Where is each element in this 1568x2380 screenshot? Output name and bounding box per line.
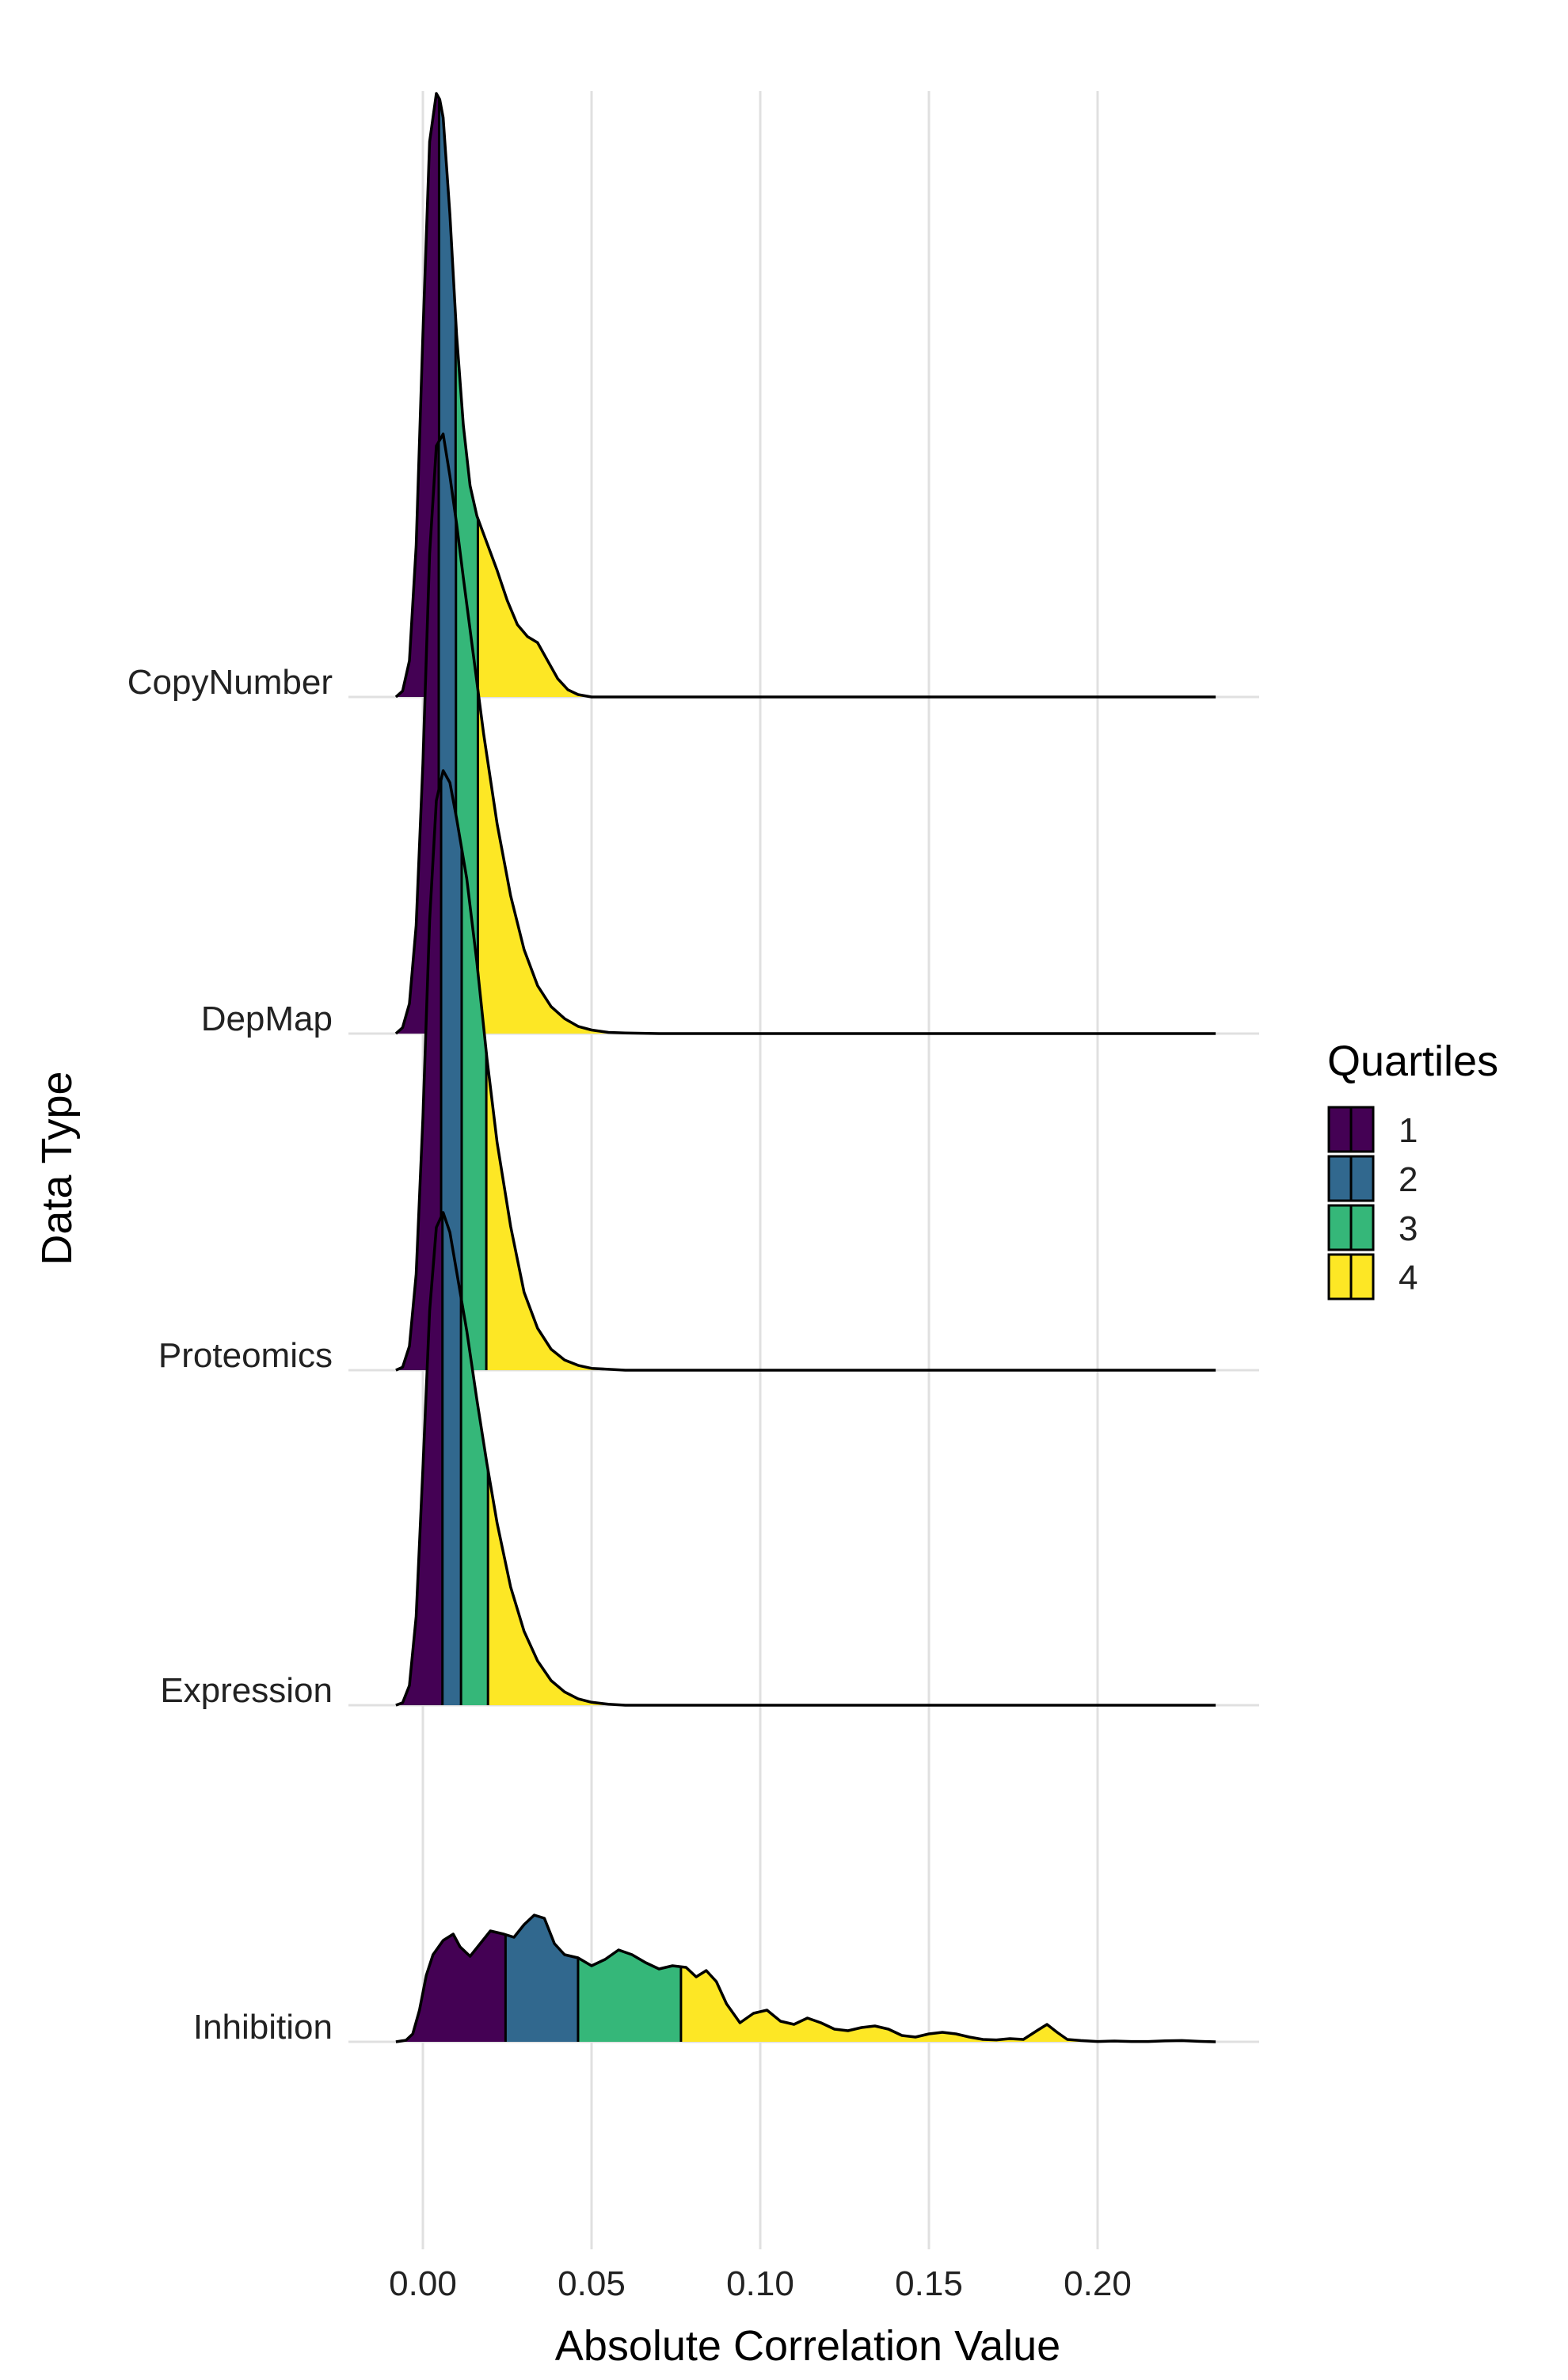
ridge-proteomics-outline <box>395 769 1216 1372</box>
ridge-expression-quartile-2 <box>442 1213 462 1705</box>
x-tick-label: 0.10 <box>726 2264 794 2303</box>
ridge-expression-quartile-3 <box>461 1297 489 1705</box>
legend-label: 3 <box>1399 1209 1418 1248</box>
ridges-layer <box>394 92 1216 2043</box>
ridge-proteomics-quartile-4 <box>486 1052 1216 1370</box>
legend-entry: 3 <box>1327 1204 1418 1251</box>
ridge-expression-outline <box>395 1211 1216 1707</box>
y-tick-label: CopyNumber <box>127 663 333 702</box>
ridge-depmap <box>394 432 1216 1035</box>
x-tick-label: 0.20 <box>1064 2264 1132 2303</box>
legend: Quartiles 1 2 3 4 <box>1327 1038 1498 1300</box>
x-tick-label: 0.15 <box>895 2264 963 2303</box>
ridge-copynumber-quartile-4 <box>478 518 1216 697</box>
legend-entry: 4 <box>1327 1253 1418 1300</box>
legend-entry: 1 <box>1327 1106 1418 1153</box>
ridge-depmap-quartile-1 <box>395 441 439 1034</box>
y-tick-label: Inhibition <box>193 2008 333 2047</box>
y-axis-title: Data Type <box>33 1071 81 1265</box>
ridge-expression-quartile-4 <box>488 1469 1216 1705</box>
ridge-copynumber-quartile-1 <box>395 93 440 697</box>
y-tick-label: Expression <box>160 1671 333 1710</box>
ridge-inhibition-quartile-1 <box>395 1931 506 2042</box>
ridge-inhibition-outline <box>395 1914 1216 2043</box>
ridge-proteomics <box>395 769 1216 1372</box>
legend-label: 4 <box>1399 1259 1418 1297</box>
legend-entry: 2 <box>1327 1155 1418 1202</box>
ridge-expression <box>395 1211 1216 1707</box>
legend-entries: 1 2 3 4 <box>1327 1106 1418 1300</box>
legend-label: 1 <box>1399 1111 1418 1150</box>
ridge-inhibition-quartile-3 <box>578 1950 681 2042</box>
ridge-copynumber-outline <box>394 92 1216 699</box>
axis-layer: 0.00 0.05 0.10 0.15 0.20 CopyNumber DepMap Prot… <box>127 663 1132 2303</box>
x-tick-label: 0.05 <box>558 2264 626 2303</box>
ridge-expression-quartile-1 <box>395 1213 443 1705</box>
ridge-copynumber <box>394 92 1216 699</box>
ridge-proteomics-quartile-3 <box>462 848 487 1370</box>
x-tick-label: 0.00 <box>389 2264 457 2303</box>
y-tick-label: Proteomics <box>158 1336 333 1375</box>
x-axis-title: Absolute Correlation Value <box>555 2322 1060 2370</box>
legend-label: 2 <box>1399 1160 1418 1199</box>
y-tick-label: DepMap <box>201 1000 333 1038</box>
ridge-inhibition-quartile-4 <box>680 1967 1216 2042</box>
ridge-depmap-outline <box>394 432 1216 1035</box>
ridge-inhibition <box>395 1914 1216 2043</box>
ridge-inhibition-quartile-2 <box>505 1915 578 2042</box>
ridge-depmap-quartile-4 <box>478 689 1216 1034</box>
legend-title: Quartiles <box>1327 1038 1498 1085</box>
